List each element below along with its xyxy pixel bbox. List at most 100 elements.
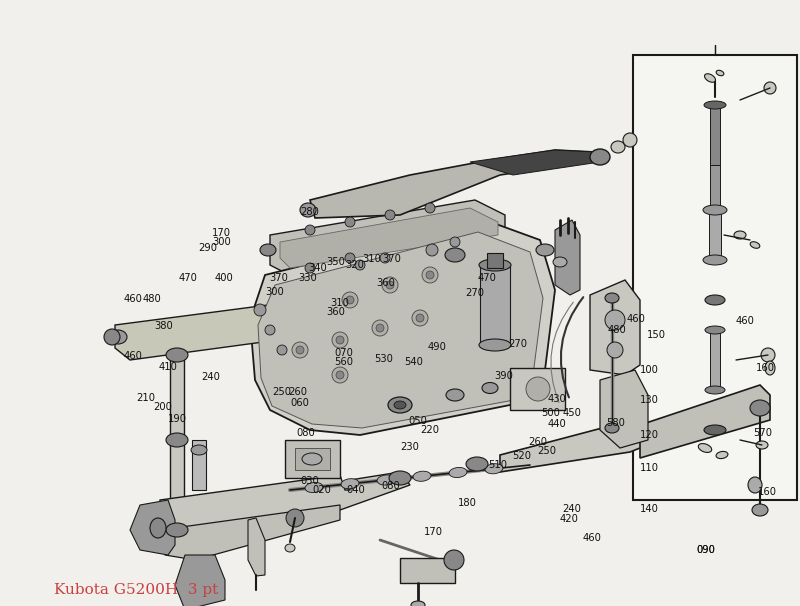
Text: 190: 190 [168, 415, 187, 424]
Circle shape [386, 281, 394, 289]
Polygon shape [310, 150, 600, 218]
Circle shape [426, 244, 438, 256]
Circle shape [345, 217, 355, 227]
Ellipse shape [752, 504, 768, 516]
Text: 280: 280 [300, 207, 319, 217]
Polygon shape [555, 220, 580, 295]
Polygon shape [250, 220, 555, 435]
Ellipse shape [260, 244, 276, 256]
Circle shape [605, 310, 625, 330]
Bar [285, 440, 340, 478]
Polygon shape [115, 305, 278, 360]
Circle shape [761, 348, 775, 362]
Polygon shape [590, 280, 640, 375]
Text: 260: 260 [288, 387, 307, 397]
Ellipse shape [479, 339, 511, 351]
Ellipse shape [446, 389, 464, 401]
Ellipse shape [704, 425, 726, 435]
Ellipse shape [750, 242, 760, 248]
Ellipse shape [703, 205, 727, 215]
Text: 140: 140 [640, 504, 659, 514]
Circle shape [332, 367, 348, 383]
Circle shape [416, 314, 424, 322]
Ellipse shape [705, 295, 725, 305]
Text: 460: 460 [582, 533, 602, 543]
Text: 540: 540 [404, 357, 423, 367]
Circle shape [444, 550, 464, 570]
Polygon shape [160, 472, 410, 530]
Polygon shape [258, 232, 543, 428]
Circle shape [305, 225, 315, 235]
Text: 460: 460 [736, 316, 755, 326]
Text: 170: 170 [424, 527, 443, 537]
Ellipse shape [109, 330, 127, 344]
Text: 520: 520 [512, 451, 531, 461]
Text: 240: 240 [202, 372, 221, 382]
Ellipse shape [377, 475, 395, 485]
Text: 160: 160 [756, 364, 775, 373]
Text: 210: 210 [136, 393, 155, 403]
Text: 090: 090 [696, 545, 715, 554]
Text: 390: 390 [494, 371, 514, 381]
Text: 060: 060 [290, 398, 310, 408]
Text: 250: 250 [538, 447, 557, 456]
Text: 460: 460 [124, 351, 143, 361]
Circle shape [345, 253, 355, 263]
Bar [710, 105, 720, 165]
Polygon shape [160, 505, 340, 560]
Circle shape [764, 82, 776, 94]
Text: 270: 270 [508, 339, 527, 349]
Circle shape [607, 342, 623, 358]
Text: 220: 220 [420, 425, 439, 435]
Ellipse shape [605, 293, 619, 303]
Ellipse shape [394, 401, 406, 409]
Ellipse shape [479, 259, 511, 271]
Ellipse shape [466, 457, 488, 471]
Ellipse shape [705, 326, 725, 334]
Text: 310: 310 [362, 254, 382, 264]
Bar [709, 210, 721, 260]
Circle shape [296, 346, 304, 354]
Circle shape [104, 329, 120, 345]
Ellipse shape [590, 149, 610, 165]
Circle shape [385, 210, 395, 220]
Text: 240: 240 [562, 504, 582, 514]
Ellipse shape [553, 257, 567, 267]
Text: 360: 360 [376, 278, 395, 288]
Ellipse shape [750, 400, 770, 416]
Circle shape [332, 332, 348, 348]
Text: 170: 170 [212, 228, 231, 238]
Ellipse shape [166, 348, 188, 362]
Text: 300: 300 [266, 287, 284, 297]
Text: 100: 100 [640, 365, 659, 375]
Circle shape [292, 342, 308, 358]
Text: 480: 480 [142, 294, 161, 304]
Ellipse shape [300, 203, 316, 217]
Ellipse shape [704, 101, 726, 109]
Ellipse shape [716, 451, 728, 459]
Text: 500: 500 [541, 408, 560, 418]
Text: 070: 070 [334, 348, 354, 358]
Text: 260: 260 [528, 438, 547, 447]
Text: 230: 230 [400, 442, 419, 452]
Circle shape [526, 377, 550, 401]
Circle shape [376, 324, 384, 332]
Text: 090: 090 [696, 545, 715, 554]
Polygon shape [248, 518, 265, 576]
Text: 120: 120 [640, 430, 659, 440]
Circle shape [623, 133, 637, 147]
Ellipse shape [765, 361, 775, 375]
Polygon shape [175, 555, 225, 606]
Ellipse shape [756, 441, 768, 449]
Text: 110: 110 [640, 463, 659, 473]
Text: 490: 490 [428, 342, 447, 351]
Polygon shape [280, 208, 498, 268]
Text: 470: 470 [478, 273, 497, 282]
Bar [487, 253, 503, 268]
Circle shape [305, 263, 315, 273]
Text: 330: 330 [298, 273, 317, 282]
Ellipse shape [302, 453, 322, 465]
Text: 080: 080 [382, 481, 400, 491]
Text: 580: 580 [606, 418, 626, 428]
Text: 450: 450 [562, 408, 582, 418]
